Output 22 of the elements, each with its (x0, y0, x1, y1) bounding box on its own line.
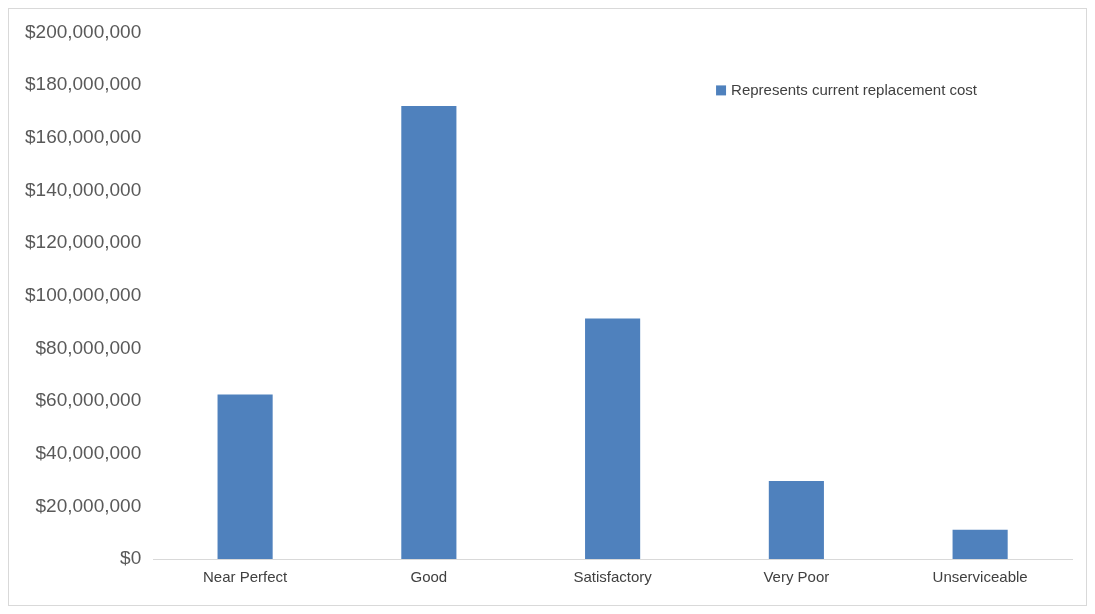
x-tick-label: Satisfactory (573, 568, 653, 586)
y-tick-label: $60,000,000 (35, 389, 142, 411)
y-tick-label: $160,000,000 (24, 125, 142, 147)
bar (952, 529, 1008, 559)
x-tick-label: Very Poor (763, 568, 830, 586)
x-tick-label: Unserviceable (932, 568, 1028, 586)
y-tick-label: $100,000,000 (24, 283, 142, 305)
y-tick-label: $200,000,000 (24, 20, 142, 42)
x-tick-label: Good (410, 568, 448, 586)
y-tick-label: $120,000,000 (24, 231, 142, 253)
y-tick-label: $140,000,000 (24, 178, 142, 200)
x-tick-label: Near Perfect (203, 568, 289, 586)
y-tick-label: $0 (120, 547, 142, 569)
y-tick-label: $180,000,000 (24, 73, 142, 95)
bar (768, 481, 824, 559)
legend-label: Represents current replacement cost (731, 80, 978, 98)
bar (217, 394, 273, 559)
y-tick-label: $40,000,000 (35, 441, 142, 463)
y-tick-label: $80,000,000 (35, 336, 142, 358)
bar (585, 318, 641, 559)
bar (401, 106, 457, 559)
y-tick-label: $20,000,000 (35, 494, 142, 516)
